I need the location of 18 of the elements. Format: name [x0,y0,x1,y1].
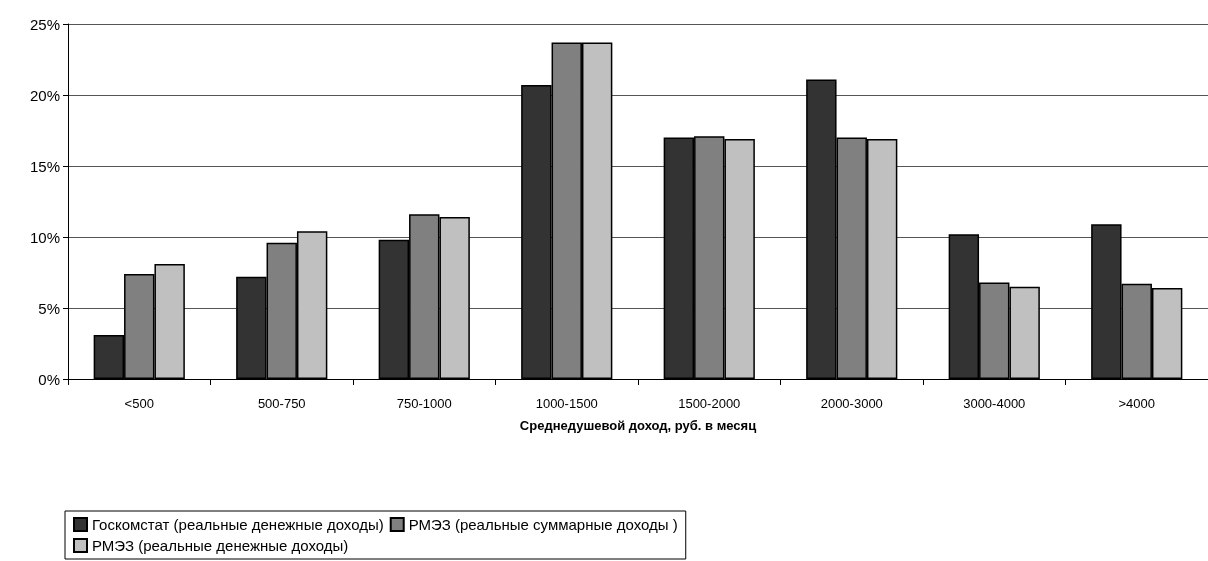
y-tick-label: 5% [38,299,60,317]
y-tick-label: 0% [38,370,60,388]
x-tick-label: 1500-2000 [678,396,741,411]
x-tick-label: 500-750 [257,396,306,411]
x-tick-label: 1000-1500 [535,396,598,411]
y-tick-label: 15% [29,157,60,175]
x-tick-label: 750-1000 [396,396,452,411]
legend-label: РМЭЗ (реальные суммарные доходы ) [408,516,678,533]
y-tick-label: 10% [29,228,60,246]
y-tick-label: 25% [29,15,60,33]
x-tick-label: 2000-3000 [820,396,883,411]
x-tick-label: <500 [124,396,154,411]
x-axis-title: Среднедушевой доход, руб. в месяц [519,418,757,433]
y-tick-label: 20% [29,86,60,104]
x-tick-label: 3000-4000 [963,396,1026,411]
legend-label: РМЭЗ (реальные денежные доходы) [92,537,349,554]
legend-label: Госкомстат (реальные денежные доходы) [92,516,384,533]
x-tick-label: >4000 [1118,396,1156,411]
